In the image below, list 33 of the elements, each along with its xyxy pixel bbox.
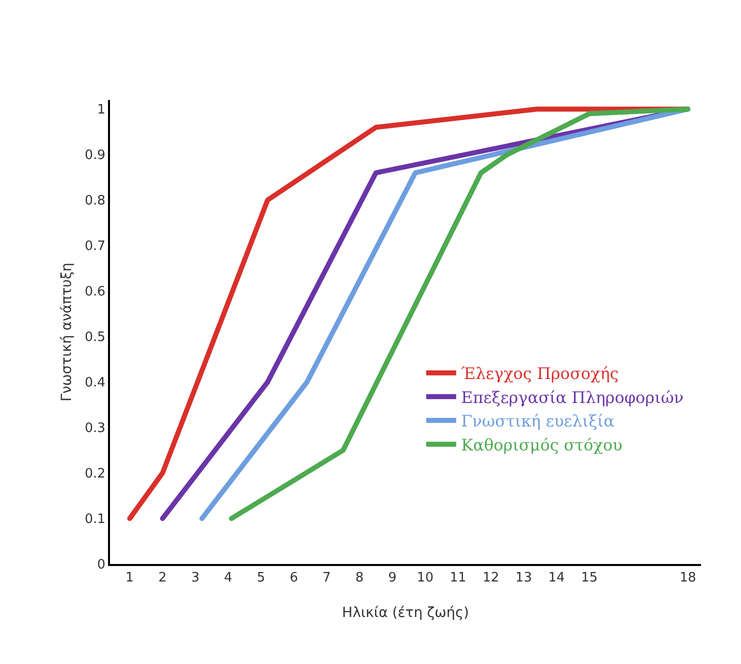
x-tick-label: 14 (548, 570, 565, 586)
legend-label: Γνωστική ευελιξία (461, 412, 615, 431)
y-tick-label: 0.8 (84, 194, 106, 209)
legend-label: Καθορισμός στόχου (461, 435, 622, 454)
x-tick-label: 3 (191, 570, 200, 586)
x-tick-label: 10 (416, 570, 434, 586)
x-tick-label: 11 (450, 570, 466, 586)
x-tick-label: 1 (126, 570, 134, 586)
y-tick-label: 0.4 (84, 376, 106, 391)
y-tick-label: 0.7 (84, 239, 106, 254)
x-tick-label: 15 (581, 570, 598, 586)
y-tick-label: 0 (97, 558, 106, 573)
x-tick-label: 6 (290, 570, 298, 586)
x-tick-label: 12 (482, 570, 500, 586)
x-tick-label: 7 (322, 570, 331, 586)
x-tick-label: 8 (355, 570, 364, 586)
y-axis-title: Γνωστική ανάπτυξη (59, 262, 75, 402)
legend-label: Επεξεργασία Πληροφοριών (461, 388, 684, 407)
y-tick-label: 0.9 (84, 148, 106, 164)
y-tick-label: 1 (97, 102, 106, 118)
x-axis-title: Ηλικία (έτη ζωής) (342, 605, 469, 621)
x-tick-label: 4 (224, 570, 232, 586)
x-tick-label: 9 (388, 570, 397, 586)
legend-label: Έλεγχος Προσοχής (461, 364, 619, 384)
y-tick-label: 0.3 (84, 421, 106, 436)
y-tick-label: 0.1 (84, 512, 106, 528)
y-tick-label: 0.2 (84, 466, 106, 482)
y-tick-label: 0.6 (84, 284, 106, 300)
x-tick-label: 18 (680, 570, 696, 586)
x-tick-label: 13 (515, 570, 532, 586)
x-tick-label: 2 (158, 570, 167, 586)
x-tick-label: 5 (256, 570, 266, 586)
y-tick-label: 0.5 (84, 330, 106, 346)
